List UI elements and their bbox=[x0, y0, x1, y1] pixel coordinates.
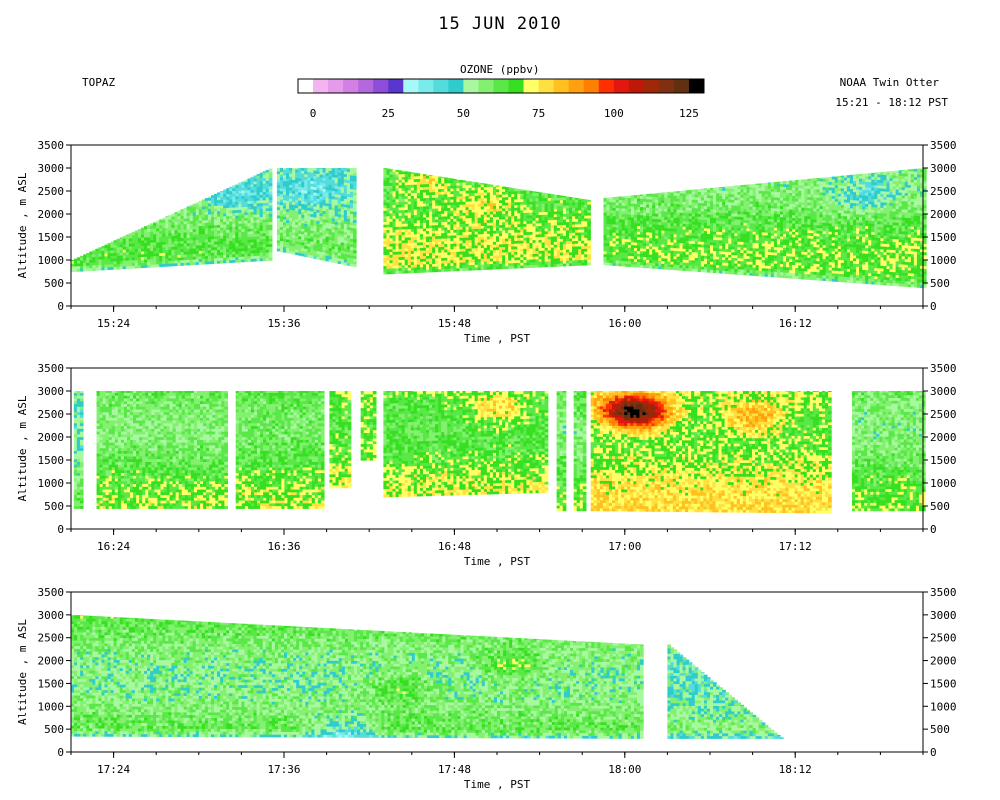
colorbar-swatch bbox=[554, 79, 570, 93]
colorbar-swatch bbox=[328, 79, 344, 93]
colorbar-tick-label: 25 bbox=[382, 107, 395, 120]
colorbar-swatch bbox=[493, 79, 509, 93]
colorbar-swatch bbox=[418, 79, 434, 93]
ozone-cell bbox=[587, 200, 591, 202]
colorbar-swatch bbox=[629, 79, 645, 93]
ozone-cell bbox=[269, 168, 273, 169]
colorbar-swatch bbox=[659, 79, 675, 93]
colorbar-swatch bbox=[313, 79, 329, 93]
colorbar-swatch bbox=[373, 79, 389, 93]
colorbar-swatch bbox=[388, 79, 404, 93]
colorbar-swatch bbox=[509, 79, 525, 93]
colorbar-swatch bbox=[298, 79, 314, 93]
colorbar-swatch bbox=[433, 79, 449, 93]
colorbar-swatch bbox=[644, 79, 660, 93]
colorbar-swatch bbox=[403, 79, 419, 93]
colorbar-swatch bbox=[343, 79, 359, 93]
colorbar-swatch bbox=[358, 79, 374, 93]
colorbar-swatch bbox=[569, 79, 585, 93]
figure-canvas: 0 25 50 75 100 125 0 0500 5001000 10001500 1500200… bbox=[0, 0, 1000, 800]
colorbar-swatch bbox=[448, 79, 464, 93]
colorbar-swatch bbox=[524, 79, 540, 93]
colorbar-tick-label: 75 bbox=[532, 107, 545, 120]
colorbar-tick-label: 50 bbox=[457, 107, 470, 120]
colorbar-tick-label: 125 bbox=[679, 107, 699, 120]
colorbar-tick-label: 100 bbox=[604, 107, 624, 120]
colorbar-tick-label: 0 bbox=[310, 107, 317, 120]
colorbar-swatch bbox=[599, 79, 615, 93]
colorbar-swatch bbox=[539, 79, 555, 93]
colorbar-swatch bbox=[689, 79, 705, 93]
colorbar-swatch bbox=[674, 79, 690, 93]
colorbar-swatch bbox=[614, 79, 630, 93]
ozone-cell bbox=[353, 168, 357, 170]
colorbar-swatch bbox=[478, 79, 494, 93]
colorbar-swatch bbox=[584, 79, 600, 93]
colorbar-swatch bbox=[463, 79, 479, 93]
